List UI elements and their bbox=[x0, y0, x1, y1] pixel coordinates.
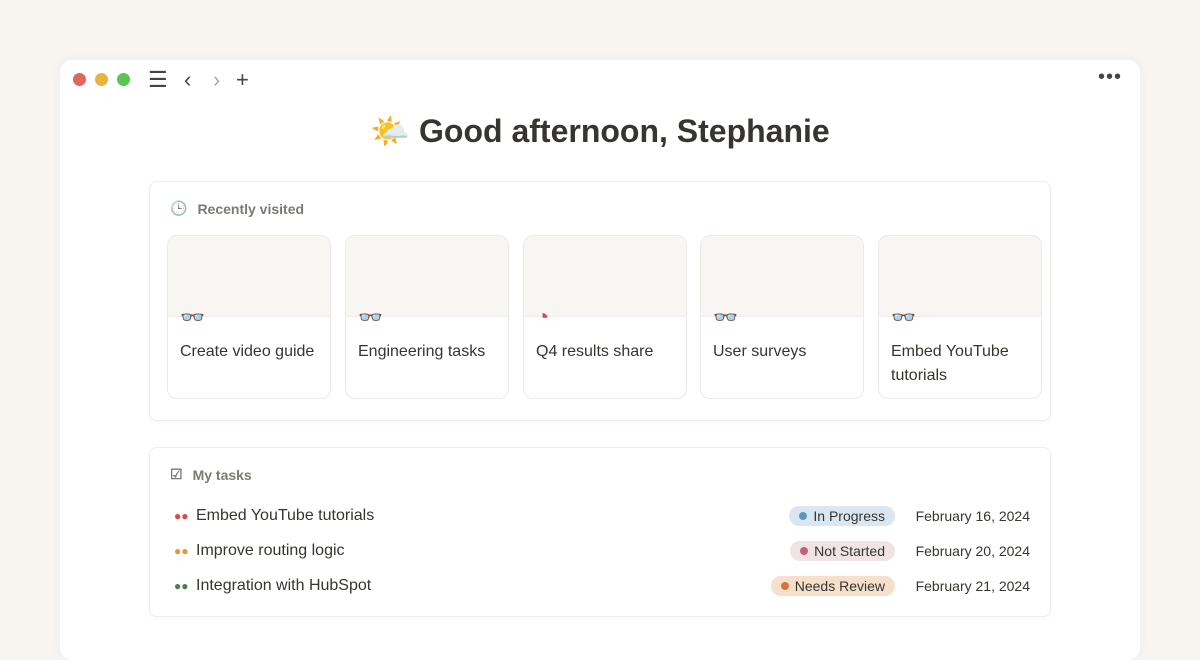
ellipsis-icon[interactable]: ••• bbox=[1097, 66, 1122, 88]
card-cover bbox=[168, 236, 330, 317]
card-title: Engineering tasks bbox=[358, 343, 486, 360]
due-date: February 20, 2024 bbox=[915, 543, 1030, 559]
binoculars-icon: 👓 bbox=[358, 307, 383, 329]
recent-page-card[interactable]: ◔ Q4 results share bbox=[523, 235, 687, 399]
due-date: February 21, 2024 bbox=[915, 578, 1030, 594]
maximize-window-button[interactable] bbox=[117, 73, 130, 86]
section-title: My tasks bbox=[192, 466, 252, 483]
status-badge[interactable]: In Progress bbox=[789, 506, 895, 526]
app-window: ☰ ‹ › + ••• 🌤️ Good afternoon, Stephanie… bbox=[60, 60, 1140, 660]
checkbox-icon: ☑ bbox=[170, 466, 183, 482]
pie-chart-icon: ◔ bbox=[536, 304, 550, 329]
card-title: User surveys bbox=[713, 343, 807, 360]
recently-visited-panel: 🕒 Recently visited 👓 Create video guide 👓… bbox=[149, 181, 1051, 421]
my-tasks-panel: ☑ My tasks ●● Embed YouTube tutorials In … bbox=[149, 447, 1051, 617]
status-badge[interactable]: Not Started bbox=[790, 541, 895, 561]
due-date: February 16, 2024 bbox=[915, 508, 1030, 524]
status-dot-icon bbox=[799, 512, 808, 520]
binoculars-icon: ●● bbox=[174, 579, 189, 593]
recent-page-card[interactable]: 👓 User surveys bbox=[700, 235, 864, 399]
card-title: Create video guide bbox=[180, 343, 315, 360]
card-cover bbox=[524, 236, 686, 317]
card-cover bbox=[346, 236, 508, 317]
hamburger-icon[interactable]: ☰ bbox=[148, 67, 168, 92]
status-badge[interactable]: Needs Review bbox=[770, 576, 895, 596]
page-title: 🌤️ Good afternoon, Stephanie bbox=[370, 113, 830, 149]
chevron-right-icon[interactable]: › bbox=[213, 67, 221, 92]
binoculars-icon: 👓 bbox=[713, 307, 738, 329]
task-row[interactable]: ●● Improve routing logic Not Started Feb… bbox=[174, 539, 1030, 563]
task-name[interactable]: Embed YouTube tutorials bbox=[196, 507, 375, 524]
chevron-left-icon[interactable]: ‹ bbox=[184, 67, 192, 92]
card-cover bbox=[701, 236, 863, 317]
task-row[interactable]: ●● Embed YouTube tutorials In Progress F… bbox=[174, 504, 1030, 528]
section-title: Recently visited bbox=[197, 200, 305, 217]
card-title: Q4 results share bbox=[536, 343, 654, 360]
binoculars-icon: 👓 bbox=[891, 307, 916, 329]
task-name[interactable]: Improve routing logic bbox=[196, 542, 345, 559]
binoculars-icon: ●● bbox=[174, 544, 189, 558]
card-cover bbox=[879, 236, 1041, 317]
card-title: Embed YouTube tutorials bbox=[891, 343, 1009, 384]
recent-page-card[interactable]: 👓 Embed YouTube tutorials bbox=[878, 235, 1042, 399]
minimize-window-button[interactable] bbox=[95, 73, 108, 86]
status-dot-icon bbox=[780, 582, 789, 590]
binoculars-icon: ●● bbox=[174, 509, 189, 523]
recent-page-card[interactable]: 👓 Create video guide bbox=[167, 235, 331, 399]
task-row[interactable]: ●● Integration with HubSpot Needs Review… bbox=[174, 574, 1030, 598]
binoculars-icon: 👓 bbox=[180, 307, 205, 329]
clock-icon: 🕒 bbox=[170, 200, 188, 216]
status-dot-icon bbox=[800, 547, 809, 555]
sun-cloud-icon: 🌤️ bbox=[370, 113, 411, 149]
recent-page-card[interactable]: 👓 Engineering tasks bbox=[345, 235, 509, 399]
task-name[interactable]: Integration with HubSpot bbox=[196, 577, 372, 594]
close-window-button[interactable] bbox=[73, 73, 86, 86]
plus-icon[interactable]: + bbox=[236, 67, 249, 92]
